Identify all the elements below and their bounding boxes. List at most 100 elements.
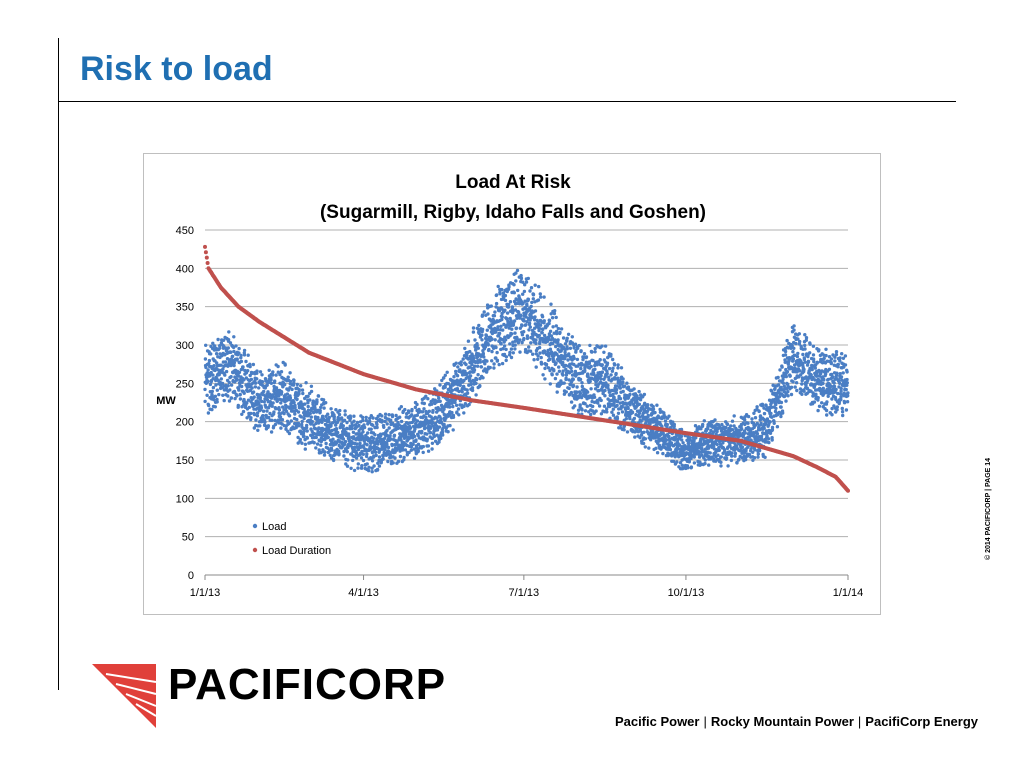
load-point bbox=[335, 420, 340, 424]
load-point bbox=[236, 403, 240, 408]
load-point bbox=[213, 405, 217, 409]
load-point bbox=[234, 344, 238, 348]
load-point bbox=[603, 388, 607, 393]
load-point bbox=[692, 461, 697, 465]
load-point bbox=[275, 397, 280, 401]
load-point bbox=[251, 390, 256, 394]
load-point bbox=[203, 357, 208, 361]
load-point bbox=[322, 453, 327, 457]
load-point bbox=[292, 381, 296, 385]
load-point bbox=[537, 345, 542, 350]
load-point bbox=[724, 425, 728, 430]
load-point bbox=[269, 381, 274, 385]
load-point bbox=[468, 374, 473, 378]
load-point bbox=[462, 411, 466, 415]
load-point bbox=[351, 430, 356, 434]
load-point bbox=[543, 366, 547, 371]
load-point bbox=[529, 341, 533, 345]
load-point bbox=[552, 369, 556, 373]
load-point bbox=[269, 430, 274, 434]
load-point bbox=[316, 430, 320, 434]
load-point bbox=[452, 375, 456, 379]
load-at-risk-chart: Load At Risk (Sugarmill, Rigby, Idaho Fa… bbox=[156, 172, 863, 599]
load-point bbox=[578, 377, 583, 382]
load-point bbox=[841, 413, 845, 418]
load-point bbox=[383, 436, 387, 440]
load-point bbox=[331, 437, 335, 441]
load-point bbox=[425, 437, 429, 441]
load-point bbox=[845, 377, 849, 382]
load-point bbox=[687, 460, 691, 464]
load-point bbox=[616, 366, 620, 370]
load-point bbox=[467, 357, 471, 361]
load-point bbox=[804, 336, 809, 340]
load-point bbox=[297, 388, 301, 392]
load-point bbox=[328, 453, 332, 457]
load-point bbox=[612, 401, 616, 405]
load-point bbox=[367, 419, 372, 423]
load-point bbox=[539, 295, 543, 299]
load-point bbox=[578, 391, 583, 395]
load-point bbox=[440, 378, 444, 383]
load-point bbox=[226, 384, 230, 388]
load-point bbox=[221, 393, 225, 397]
load-point bbox=[553, 376, 558, 381]
load-point bbox=[568, 346, 573, 350]
load-point bbox=[205, 393, 209, 397]
load-point bbox=[416, 449, 420, 453]
load-point bbox=[643, 445, 647, 449]
load-point bbox=[456, 407, 461, 411]
load-point bbox=[373, 433, 377, 437]
load-point bbox=[456, 365, 460, 369]
load-point bbox=[242, 353, 247, 357]
load-point bbox=[497, 331, 502, 336]
load-point bbox=[480, 313, 485, 317]
load-point bbox=[519, 314, 523, 318]
load-point bbox=[385, 422, 389, 426]
load-point bbox=[292, 378, 296, 383]
load-point bbox=[246, 353, 250, 357]
load-point bbox=[463, 402, 468, 406]
load-point bbox=[833, 359, 837, 363]
load-point bbox=[303, 442, 308, 446]
load-point bbox=[534, 365, 538, 369]
load-point bbox=[301, 391, 305, 396]
load-point bbox=[203, 399, 207, 404]
load-point bbox=[289, 419, 293, 423]
load-point bbox=[229, 396, 234, 400]
load-point bbox=[298, 437, 302, 442]
load-point bbox=[262, 400, 266, 404]
load-point bbox=[573, 404, 577, 408]
load-point bbox=[712, 444, 716, 448]
x-tick-label: 7/1/13 bbox=[509, 587, 540, 599]
load-point bbox=[680, 438, 684, 442]
load-point bbox=[295, 382, 299, 387]
load-point bbox=[784, 399, 788, 403]
load-point bbox=[206, 379, 210, 384]
load-point bbox=[492, 362, 496, 366]
load-point bbox=[261, 409, 266, 413]
load-point bbox=[793, 385, 797, 389]
load-point bbox=[779, 400, 784, 405]
load-point bbox=[320, 414, 325, 418]
load-point bbox=[396, 459, 401, 464]
load-point bbox=[808, 351, 812, 355]
load-point bbox=[302, 416, 306, 421]
load-point bbox=[593, 346, 597, 351]
load-point bbox=[803, 343, 807, 348]
load-point bbox=[215, 361, 219, 365]
load-point bbox=[567, 352, 571, 356]
load-point bbox=[641, 441, 646, 446]
load-point bbox=[320, 420, 324, 424]
load-point bbox=[207, 358, 212, 363]
load-point bbox=[408, 426, 413, 430]
chart-title: Load At Risk bbox=[455, 172, 571, 193]
load-point bbox=[510, 305, 515, 309]
load-point bbox=[370, 466, 374, 470]
load-point bbox=[252, 395, 256, 399]
load-point bbox=[437, 396, 441, 400]
load-point bbox=[504, 347, 508, 352]
load-point bbox=[774, 406, 778, 411]
load-point bbox=[270, 418, 274, 422]
load-point bbox=[345, 450, 349, 454]
